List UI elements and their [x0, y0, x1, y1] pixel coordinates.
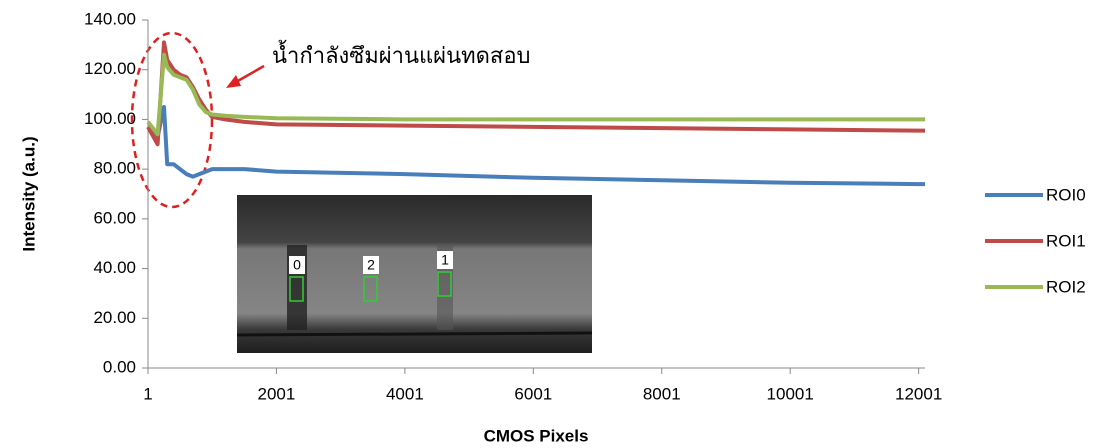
- inset-label: 1: [441, 252, 449, 268]
- inset-image: 0 2 1: [237, 195, 592, 353]
- y-tick-label: 0.00: [103, 357, 136, 376]
- x-tick-label: 8001: [643, 384, 681, 403]
- y-tick-label: 60.00: [93, 208, 136, 227]
- annotation: น้ำกำลังซึมผ่านแผ่นทดสอบ: [272, 40, 531, 68]
- series-line: [148, 42, 925, 144]
- y-tick-label: 140.00: [84, 9, 136, 28]
- inset-label: 0: [293, 257, 301, 273]
- chart: Intensity (a.u.) CMOS Pixels 0 2 1 น้ำกำลั…: [0, 0, 1109, 448]
- y-tick-label: 80.00: [93, 159, 136, 178]
- inset-label: 2: [367, 257, 375, 273]
- x-tick-label: 1: [143, 384, 152, 403]
- x-tick-label: 4001: [386, 384, 424, 403]
- x-tick-label: 10001: [767, 384, 814, 403]
- x-tick-label: 6001: [514, 384, 552, 403]
- highlight-ellipse: [132, 33, 212, 207]
- y-tick-label: 20.00: [93, 308, 136, 327]
- x-tick-label: 12001: [895, 384, 942, 403]
- page: {"chart_data": {"type": "line", "x_label…: [0, 0, 1109, 448]
- y-axis-title: Intensity (a.u.): [19, 136, 38, 251]
- arrow-head: [226, 75, 241, 88]
- legend-label: ROI2: [1046, 277, 1086, 296]
- arrow-shaft: [236, 66, 264, 82]
- y-tick-label: 100.00: [84, 109, 136, 128]
- x-axis-title: CMOS Pixels: [484, 426, 589, 445]
- x-tick-label: 2001: [258, 384, 296, 403]
- inset-edge: [237, 333, 592, 335]
- legend-label: ROI0: [1046, 185, 1086, 204]
- y-tick-label: 40.00: [93, 258, 136, 277]
- legend-label: ROI1: [1046, 231, 1086, 250]
- y-tick-label: 120.00: [84, 59, 136, 78]
